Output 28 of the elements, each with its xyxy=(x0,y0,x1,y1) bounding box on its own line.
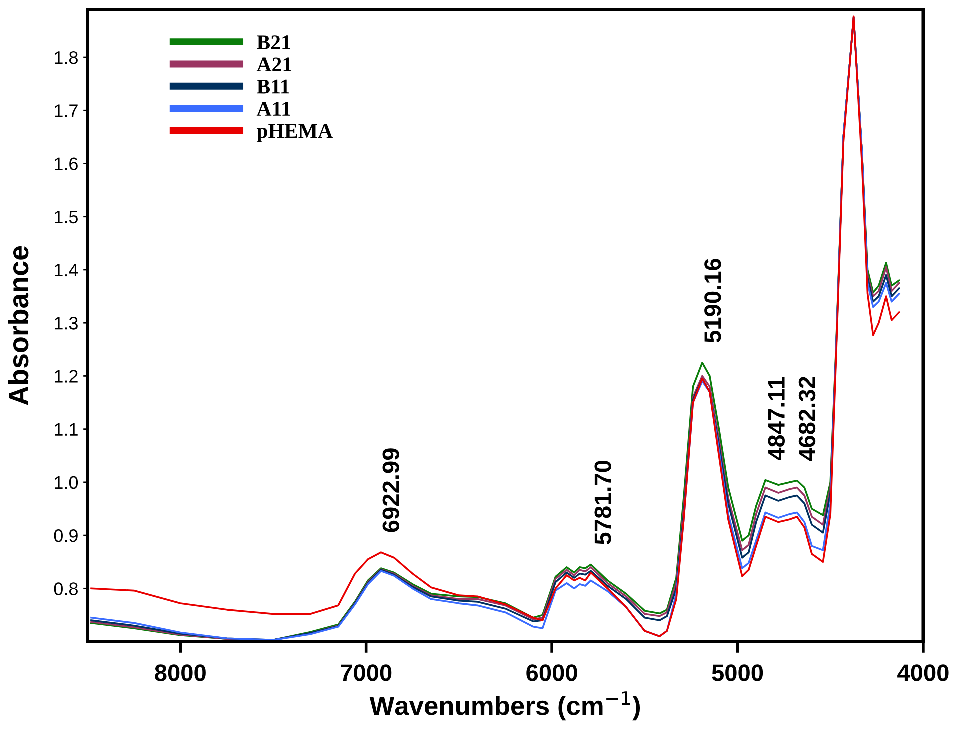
y-tick-label: 1.4 xyxy=(55,264,78,277)
annotation: 4682.32 xyxy=(798,377,816,462)
x-tick-label: 6000 xyxy=(526,664,578,682)
x-tick-label: 7000 xyxy=(341,664,392,682)
annotation: 4847.11 xyxy=(768,377,785,461)
y-tick-label: 1.1 xyxy=(55,423,78,436)
x-tick-label: 5000 xyxy=(712,664,764,682)
y-tick-label: 1.8 xyxy=(55,51,78,64)
y-tick-label: 0.9 xyxy=(54,529,78,542)
annotation: 6922.99 xyxy=(382,448,400,532)
y-tick-label: 1.7 xyxy=(55,104,78,118)
x-tick-label: 4000 xyxy=(898,664,949,682)
y-tick-label: 1.0 xyxy=(55,476,78,490)
y-tick-label: 1.2 xyxy=(55,370,78,383)
legend-label: B11 xyxy=(257,80,290,94)
y-tick-label: 1.6 xyxy=(55,158,78,170)
legend-label: B21 xyxy=(257,36,290,50)
legend-label: pHEMA xyxy=(256,124,333,142)
y-tick-label: 1.3 xyxy=(55,317,78,330)
annotation: 5781.70 xyxy=(594,460,612,545)
annotation: 5190.16 xyxy=(704,258,722,343)
x-tick-label: 8000 xyxy=(155,664,206,682)
x-axis-title: Wavenumbers (cm$^{−1}$) xyxy=(370,692,640,721)
legend-label: A21 xyxy=(256,58,292,72)
legend-label: A11 xyxy=(256,102,290,116)
y-tick-label: 1.5 xyxy=(55,210,78,224)
y-tick-label: 0.8 xyxy=(54,582,78,596)
y-axis-title: Absorbance xyxy=(8,246,29,406)
